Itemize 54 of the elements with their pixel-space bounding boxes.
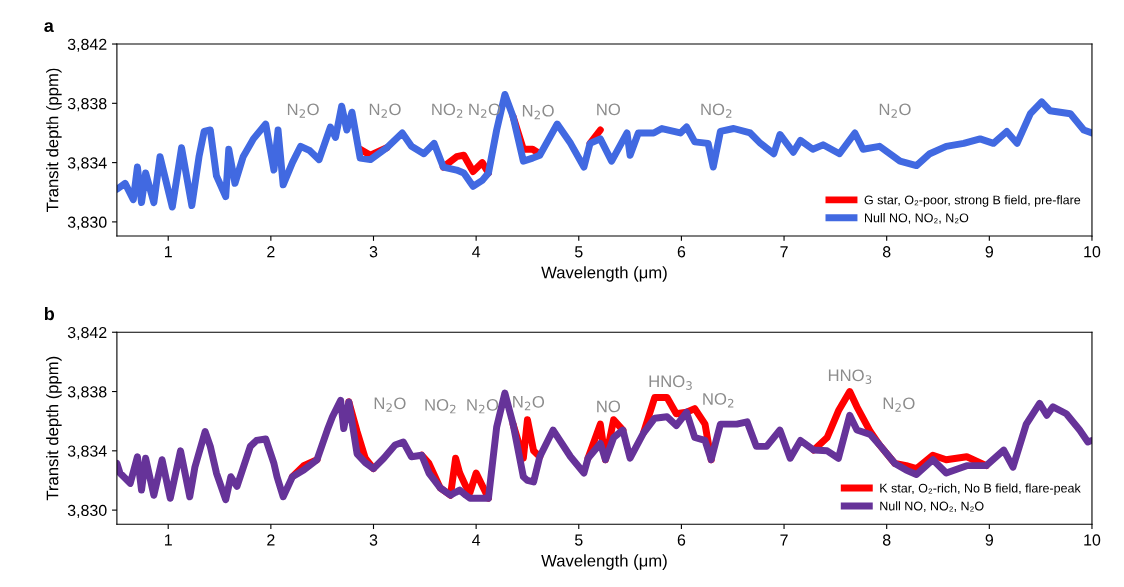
y-tick-label: 3,830: [67, 216, 107, 230]
y-axis-title: Transit depth (ppm): [46, 356, 62, 501]
x-tick-label: 2: [267, 246, 275, 258]
x-tick-label: 5: [574, 246, 583, 258]
annotation: N$_{2}$O: [287, 103, 319, 118]
annotation: N$_{2}$O: [513, 395, 545, 411]
y-axis-title: Transit depth (ppm): [46, 68, 62, 213]
annotation: N$_{2}$O: [369, 103, 401, 118]
x-tick-label: 4: [472, 534, 481, 546]
annotation: N$_{2}$O: [374, 397, 406, 412]
annotation: N$_{2}$O: [467, 398, 499, 414]
x-tick-label: 4: [472, 246, 481, 258]
annotation: NO: [597, 103, 621, 116]
legend-label: G star, O₂-poor, strong B field, pre-flare: [864, 195, 1081, 207]
annotation: HNO$_{3}$: [828, 369, 872, 384]
x-tick-label: 10: [1084, 246, 1101, 258]
x-tick-label: 9: [985, 534, 994, 546]
annotation: N$_{2}$O: [522, 104, 554, 120]
chart-title: b: [44, 306, 55, 321]
annotation: NO$_{2}$: [701, 103, 732, 118]
x-tick-label: 8: [882, 246, 891, 258]
annotation: N$_{2}$O: [883, 397, 915, 412]
x-tick-label: 7: [780, 246, 788, 258]
legend-label: Null NO, NO₂, N₂O: [865, 213, 969, 224]
x-tick-label: 6: [677, 534, 686, 546]
y-tick-label: 3,834: [67, 445, 107, 459]
annotation: N$_{2}$O: [879, 103, 911, 118]
annotation: NO$_{2}$: [432, 103, 463, 118]
x-tick-label: 1: [164, 246, 172, 258]
y-tick-label: 3,842: [67, 326, 107, 341]
x-tick-label: 9: [985, 246, 994, 258]
x-tick-label: 5: [574, 534, 583, 546]
x-axis-title: Wavelength (μm): [541, 554, 667, 570]
y-tick-label: 3,838: [67, 97, 107, 112]
x-tick-label: 3: [369, 246, 378, 258]
x-axis-title: Wavelength (μm): [541, 266, 667, 282]
y-tick-label: 3,842: [67, 38, 107, 52]
x-tick-label: 8: [882, 534, 891, 546]
x-tick-label: 1: [164, 534, 172, 546]
y-tick-label: 3,838: [67, 386, 107, 400]
y-tick-label: 3,834: [67, 157, 107, 171]
x-tick-label: 2: [267, 534, 275, 546]
annotation: NO$_{2}$: [703, 393, 734, 408]
chart-title: a: [44, 22, 54, 33]
legend-label: K star, O₂-rich, No B field, flare-peak: [880, 483, 1081, 496]
annotation: NO$_{2}$: [425, 398, 456, 414]
y-tick-label: 3,830: [67, 504, 107, 518]
x-tick-label: 3: [369, 534, 378, 546]
x-tick-label: 7: [780, 534, 788, 546]
annotation: NO: [597, 400, 621, 413]
legend-label: Null NO, NO₂, N₂O: [880, 501, 984, 512]
annotation: HNO$_{3}$: [649, 375, 692, 390]
x-tick-label: 6: [677, 246, 686, 258]
x-tick-label: 10: [1084, 534, 1101, 546]
